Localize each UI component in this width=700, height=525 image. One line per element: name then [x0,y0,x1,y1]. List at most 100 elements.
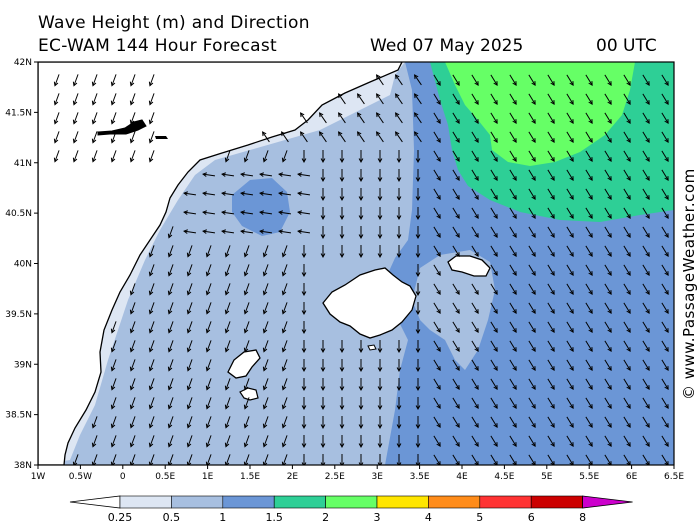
wave-arrow-head [550,290,555,296]
wave-arrow-shaft [263,340,269,352]
colorbar-segment [376,495,429,509]
wave-arrow-shaft [509,454,517,465]
wave-arrow-shaft [661,435,669,447]
wave-arrow-head [550,442,555,448]
wave-arrow-shaft [111,131,117,143]
wave-arrow-head [493,347,498,353]
wave-arrow-shaft [168,454,174,465]
wave-arrow-shaft [111,454,117,465]
wave-arrow-shaft [642,131,650,143]
wave-arrow-shaft [452,302,460,314]
wave-arrow-head [301,424,307,430]
wave-arrow-shaft [585,454,593,465]
wave-arrow-head [474,138,479,144]
wave-arrow-head [224,290,230,296]
wave-arrow-shaft [395,112,403,124]
wave-arrow-shaft [202,211,216,215]
wave-arrow-head [474,81,479,87]
wave-arrow-shaft [509,74,517,86]
wave-arrow-shaft [528,74,536,86]
land-islet-2 [155,136,168,139]
wave-arrow-head [281,404,287,410]
wave-arrow-shaft [566,321,574,333]
wave-arrow-shaft [661,321,669,333]
wave-arrow-head [512,385,517,391]
wave-arrow-head [645,138,650,144]
wave-arrow-head [148,404,154,410]
wave-arrow-head [358,215,364,221]
wave-arrow-head [455,100,460,106]
wave-arrow-head [664,442,669,448]
wave-arrow-shaft [471,378,479,390]
wave-arrow-head [664,214,669,220]
wave-arrow-head [129,100,135,106]
wave-arrow-head [493,366,498,372]
wave-arrow-shaft [149,150,155,162]
wave-arrow-head [645,461,650,465]
wave-arrow-shaft [623,283,631,295]
wave-arrow-head [455,385,460,391]
forecast-time: 00 UTC [596,36,657,56]
wave-arrow-head [493,404,498,410]
wave-arrow-shaft [206,321,212,333]
wave-arrow-shaft [111,321,117,333]
wave-arrow-shaft [149,245,155,257]
wave-arrow-head [167,442,173,448]
x-tick-label: 1W [31,472,46,482]
colorbar-under-arrow [69,495,121,509]
wave-arrow-shaft [509,283,517,295]
colorbar-label: 3 [374,511,381,524]
wave-arrow-shaft [452,397,460,409]
wave-arrow-head [531,385,536,391]
wave-arrow-shaft [225,454,231,465]
wave-arrow-shaft [433,321,441,333]
wave-arrow-head [320,215,326,221]
colorbar-segment [171,495,224,509]
wave-arrow-head [569,309,574,315]
wave-arrow-head [396,348,402,354]
wave-arrow-shaft [206,283,212,295]
y-tick-label: 42N [14,58,32,68]
wave-arrow-shaft [259,230,273,234]
wave-arrow-head [531,328,536,334]
wave-arrow-shaft [547,283,555,295]
wave-arrow-head [148,309,154,315]
wave-arrow-shaft [585,169,593,181]
wave-arrow-shaft [282,454,288,465]
x-tick-label: 3E [371,472,383,482]
wave-arrow-shaft [547,169,555,181]
wave-arrow-shaft [528,150,536,162]
wave-arrow-shaft [297,173,311,177]
wave-arrow-head [377,158,383,164]
wave-arrow-shaft [585,188,593,200]
wave-arrow-head [607,385,612,391]
wave-arrow-shaft [130,321,136,333]
wave-arrow-head [550,233,555,239]
wave-arrow-shaft [471,131,479,143]
wave-arrow-head [626,81,631,87]
wave-arrow-shaft [263,378,269,390]
wave-arrow-shaft [206,378,212,390]
wave-arrow-head [645,309,650,315]
wave-arrow-head [493,385,498,391]
wave-arrow-head [531,233,536,239]
wave-arrow-shaft [604,264,612,276]
wave-arrow-shaft [528,378,536,390]
wave-arrow-head [300,131,305,137]
wave-arrow-shaft [433,245,441,257]
wave-arrow-head [53,81,59,87]
wave-arrow-shaft [149,264,155,276]
wave-arrow-shaft [130,397,136,409]
wave-arrow-head [607,195,612,201]
wave-arrow-head [455,252,460,258]
wave-arrow-shaft [642,169,650,181]
wave-arrow-shaft [547,416,555,428]
wave-arrow-shaft [642,435,650,447]
wave-arrow-head [281,157,287,163]
wave-arrow-shaft [225,245,231,257]
wave-arrow-head [377,177,383,183]
wave-arrow-shaft [471,454,479,465]
wave-arrow-head [512,252,517,258]
wave-arrow-shaft [585,131,593,143]
wave-arrow-head [455,423,460,429]
